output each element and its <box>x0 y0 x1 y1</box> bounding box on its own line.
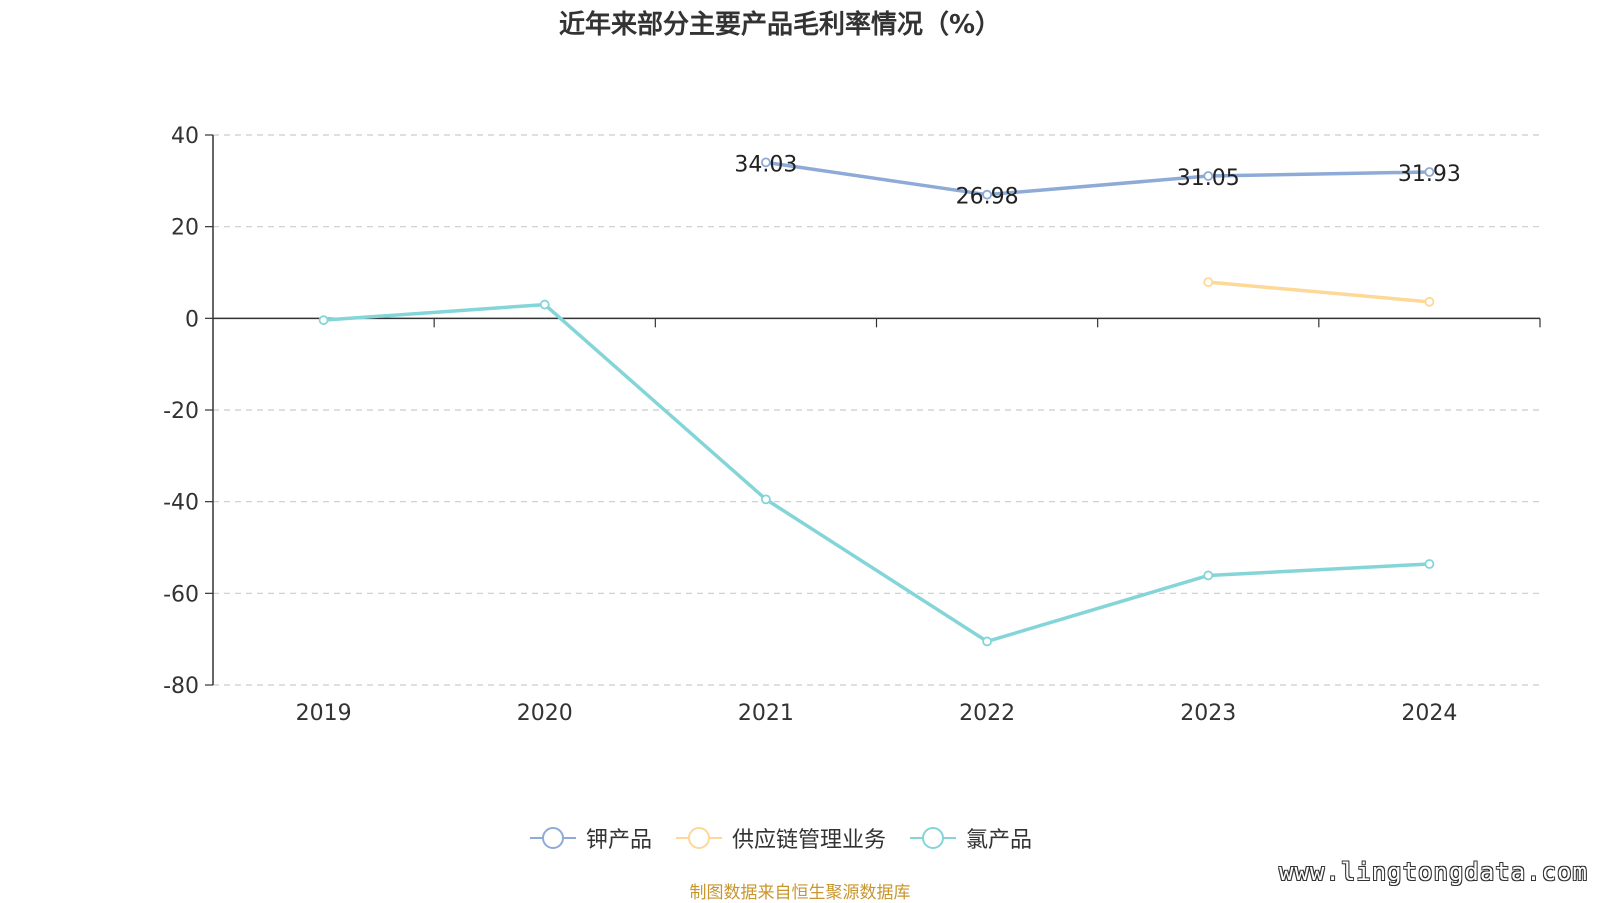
legend-marker-icon <box>674 825 724 851</box>
data-point <box>982 189 992 200</box>
data-label: 31.93 <box>1398 162 1461 187</box>
x-tick-label: 2023 <box>1180 701 1236 726</box>
series-line <box>321 302 1432 644</box>
data-point <box>1203 171 1214 181</box>
legend-label: 供应链管理业务 <box>731 828 886 853</box>
x-tick-label: 2019 <box>296 701 352 726</box>
series-1 <box>761 157 1435 200</box>
data-label: 34.03 <box>734 152 797 177</box>
legend-label: 氯产品 <box>966 828 1033 853</box>
series-line <box>1206 280 1432 304</box>
x-tick-label: 2022 <box>959 701 1015 726</box>
series-2 <box>1203 277 1435 307</box>
data-point <box>1424 559 1435 569</box>
data-point <box>539 299 550 310</box>
grid-layer <box>213 134 1540 686</box>
series-line <box>764 160 1432 197</box>
x-tick-label: 2020 <box>517 701 573 726</box>
data-label: 26.98 <box>956 185 1019 210</box>
x-tick-label: 2021 <box>738 701 794 726</box>
data-point <box>761 157 771 168</box>
data-point <box>761 494 771 505</box>
legend-label: 钾产品 <box>585 828 652 853</box>
axis-layer: 40 20 0 -20 -40 -60 -80 2019 2020 2021 2022 2023 202… <box>163 124 1541 726</box>
y-tick-label: 20 <box>171 216 199 241</box>
y-tick-label: 40 <box>171 124 199 149</box>
data-point <box>1424 296 1435 307</box>
watermark: www.lingtongdata.com <box>1279 858 1588 886</box>
legend-item[interactable]: 钾产品 <box>528 822 652 854</box>
data-point <box>1203 570 1214 581</box>
data-label-layer: 34.03 26.98 31.05 31.93 <box>734 152 1460 209</box>
legend-marker-icon <box>528 825 578 851</box>
data-point <box>1203 277 1214 288</box>
data-label: 31.05 <box>1177 166 1240 191</box>
data-point <box>982 636 992 647</box>
y-tick-label: -60 <box>163 582 199 607</box>
legend-item[interactable]: 氯产品 <box>908 822 1032 854</box>
source-note: 制图数据来自恒生聚源数据库 <box>689 883 911 903</box>
series-layer <box>318 157 1435 647</box>
y-tick-label: -20 <box>163 399 199 424</box>
legend: 钾产品 供应链管理业务 氯产品 <box>0 822 1560 854</box>
legend-marker-icon <box>908 825 958 851</box>
series-3 <box>318 299 1435 647</box>
y-tick-label: -80 <box>163 674 199 699</box>
y-tick-label: 0 <box>185 307 199 332</box>
data-point <box>1424 167 1435 177</box>
data-point <box>318 315 329 326</box>
x-tick-label: 2024 <box>1401 701 1457 726</box>
legend-item[interactable]: 供应链管理业务 <box>674 822 886 854</box>
chart-title: 近年来部分主要产品毛利率情况（%） <box>558 10 1002 40</box>
y-tick-label: -40 <box>163 491 199 516</box>
